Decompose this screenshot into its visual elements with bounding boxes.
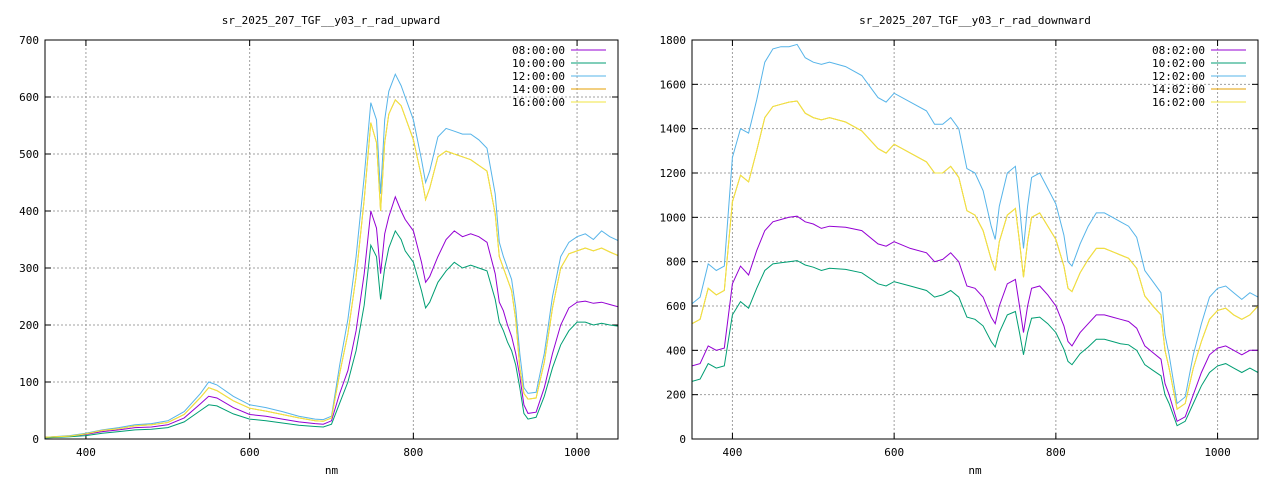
series-line-12-00-00	[45, 72, 618, 438]
legend-label: 14:00:00	[512, 83, 565, 96]
x-axis-label: nm	[968, 464, 982, 477]
y-tick-label: 800	[666, 256, 686, 269]
legend-label: 12:02:00	[1152, 70, 1205, 83]
y-tick-label: 1400	[660, 123, 687, 136]
legend-label: 16:00:00	[512, 96, 565, 109]
series-line-12-02-00	[692, 43, 1258, 405]
y-tick-label: 700	[19, 34, 39, 47]
x-tick-label: 1000	[1204, 446, 1231, 459]
x-tick-label: 800	[1046, 446, 1066, 459]
y-tick-label: 0	[32, 433, 39, 446]
series-line-10-00-00	[45, 229, 618, 439]
y-tick-label: 1000	[660, 211, 687, 224]
y-tick-label: 0	[679, 433, 686, 446]
legend-label: 10:00:00	[512, 57, 565, 70]
chart-title: sr_2025_207_TGF__y03_r_rad_downward	[859, 14, 1091, 27]
y-tick-label: 1200	[660, 167, 687, 180]
series-line-14-00-00	[45, 99, 618, 438]
plot-frame	[44, 39, 619, 440]
series-line-10-02-00	[692, 260, 1258, 427]
y-tick-label: 1800	[660, 34, 687, 47]
legend-label: 08:00:00	[512, 44, 565, 57]
y-tick-label: 300	[19, 262, 39, 275]
y-tick-label: 400	[19, 205, 39, 218]
plot-frame	[691, 39, 1259, 440]
y-tick-label: 500	[19, 148, 39, 161]
y-tick-label: 100	[19, 376, 39, 389]
x-tick-label: 600	[240, 446, 260, 459]
legend-label: 14:02:00	[1152, 83, 1205, 96]
x-tick-label: 400	[76, 446, 96, 459]
legend-label: 16:02:00	[1152, 96, 1205, 109]
chart-title: sr_2025_207_TGF__y03_r_rad_upward	[222, 14, 441, 27]
y-tick-label: 600	[666, 300, 686, 313]
series-line-08-02-00	[692, 215, 1258, 423]
downward-radiance-chart: sr_2025_207_TGF__y03_r_rad_downward 0 200 4…	[660, 14, 1259, 477]
upward-radiance-chart: sr_2025_207_TGF__y03_r_rad_upward 0 100 200…	[19, 14, 619, 477]
series-line-16-00-00	[45, 99, 618, 438]
series-line-14-02-00	[692, 100, 1258, 410]
x-tick-label: 1000	[564, 446, 591, 459]
x-tick-label: 800	[403, 446, 423, 459]
x-tick-label: 400	[722, 446, 742, 459]
y-tick-label: 1600	[660, 78, 687, 91]
legend-label: 12:00:00	[512, 70, 565, 83]
x-tick-label: 600	[884, 446, 904, 459]
legend-label: 10:02:00	[1152, 57, 1205, 70]
y-tick-label: 600	[19, 91, 39, 104]
series-line-08-00-00	[45, 195, 618, 438]
y-tick-label: 200	[666, 389, 686, 402]
x-axis-label: nm	[325, 464, 339, 477]
legend-label: 08:02:00	[1152, 44, 1205, 57]
series-line-16-02-00	[692, 100, 1258, 410]
y-tick-label: 200	[19, 319, 39, 332]
y-tick-label: 400	[666, 344, 686, 357]
